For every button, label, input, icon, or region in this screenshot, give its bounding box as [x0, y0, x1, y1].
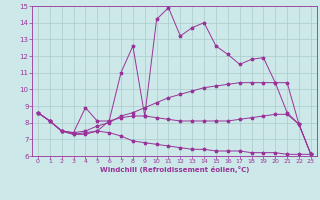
X-axis label: Windchill (Refroidissement éolien,°C): Windchill (Refroidissement éolien,°C)	[100, 166, 249, 173]
